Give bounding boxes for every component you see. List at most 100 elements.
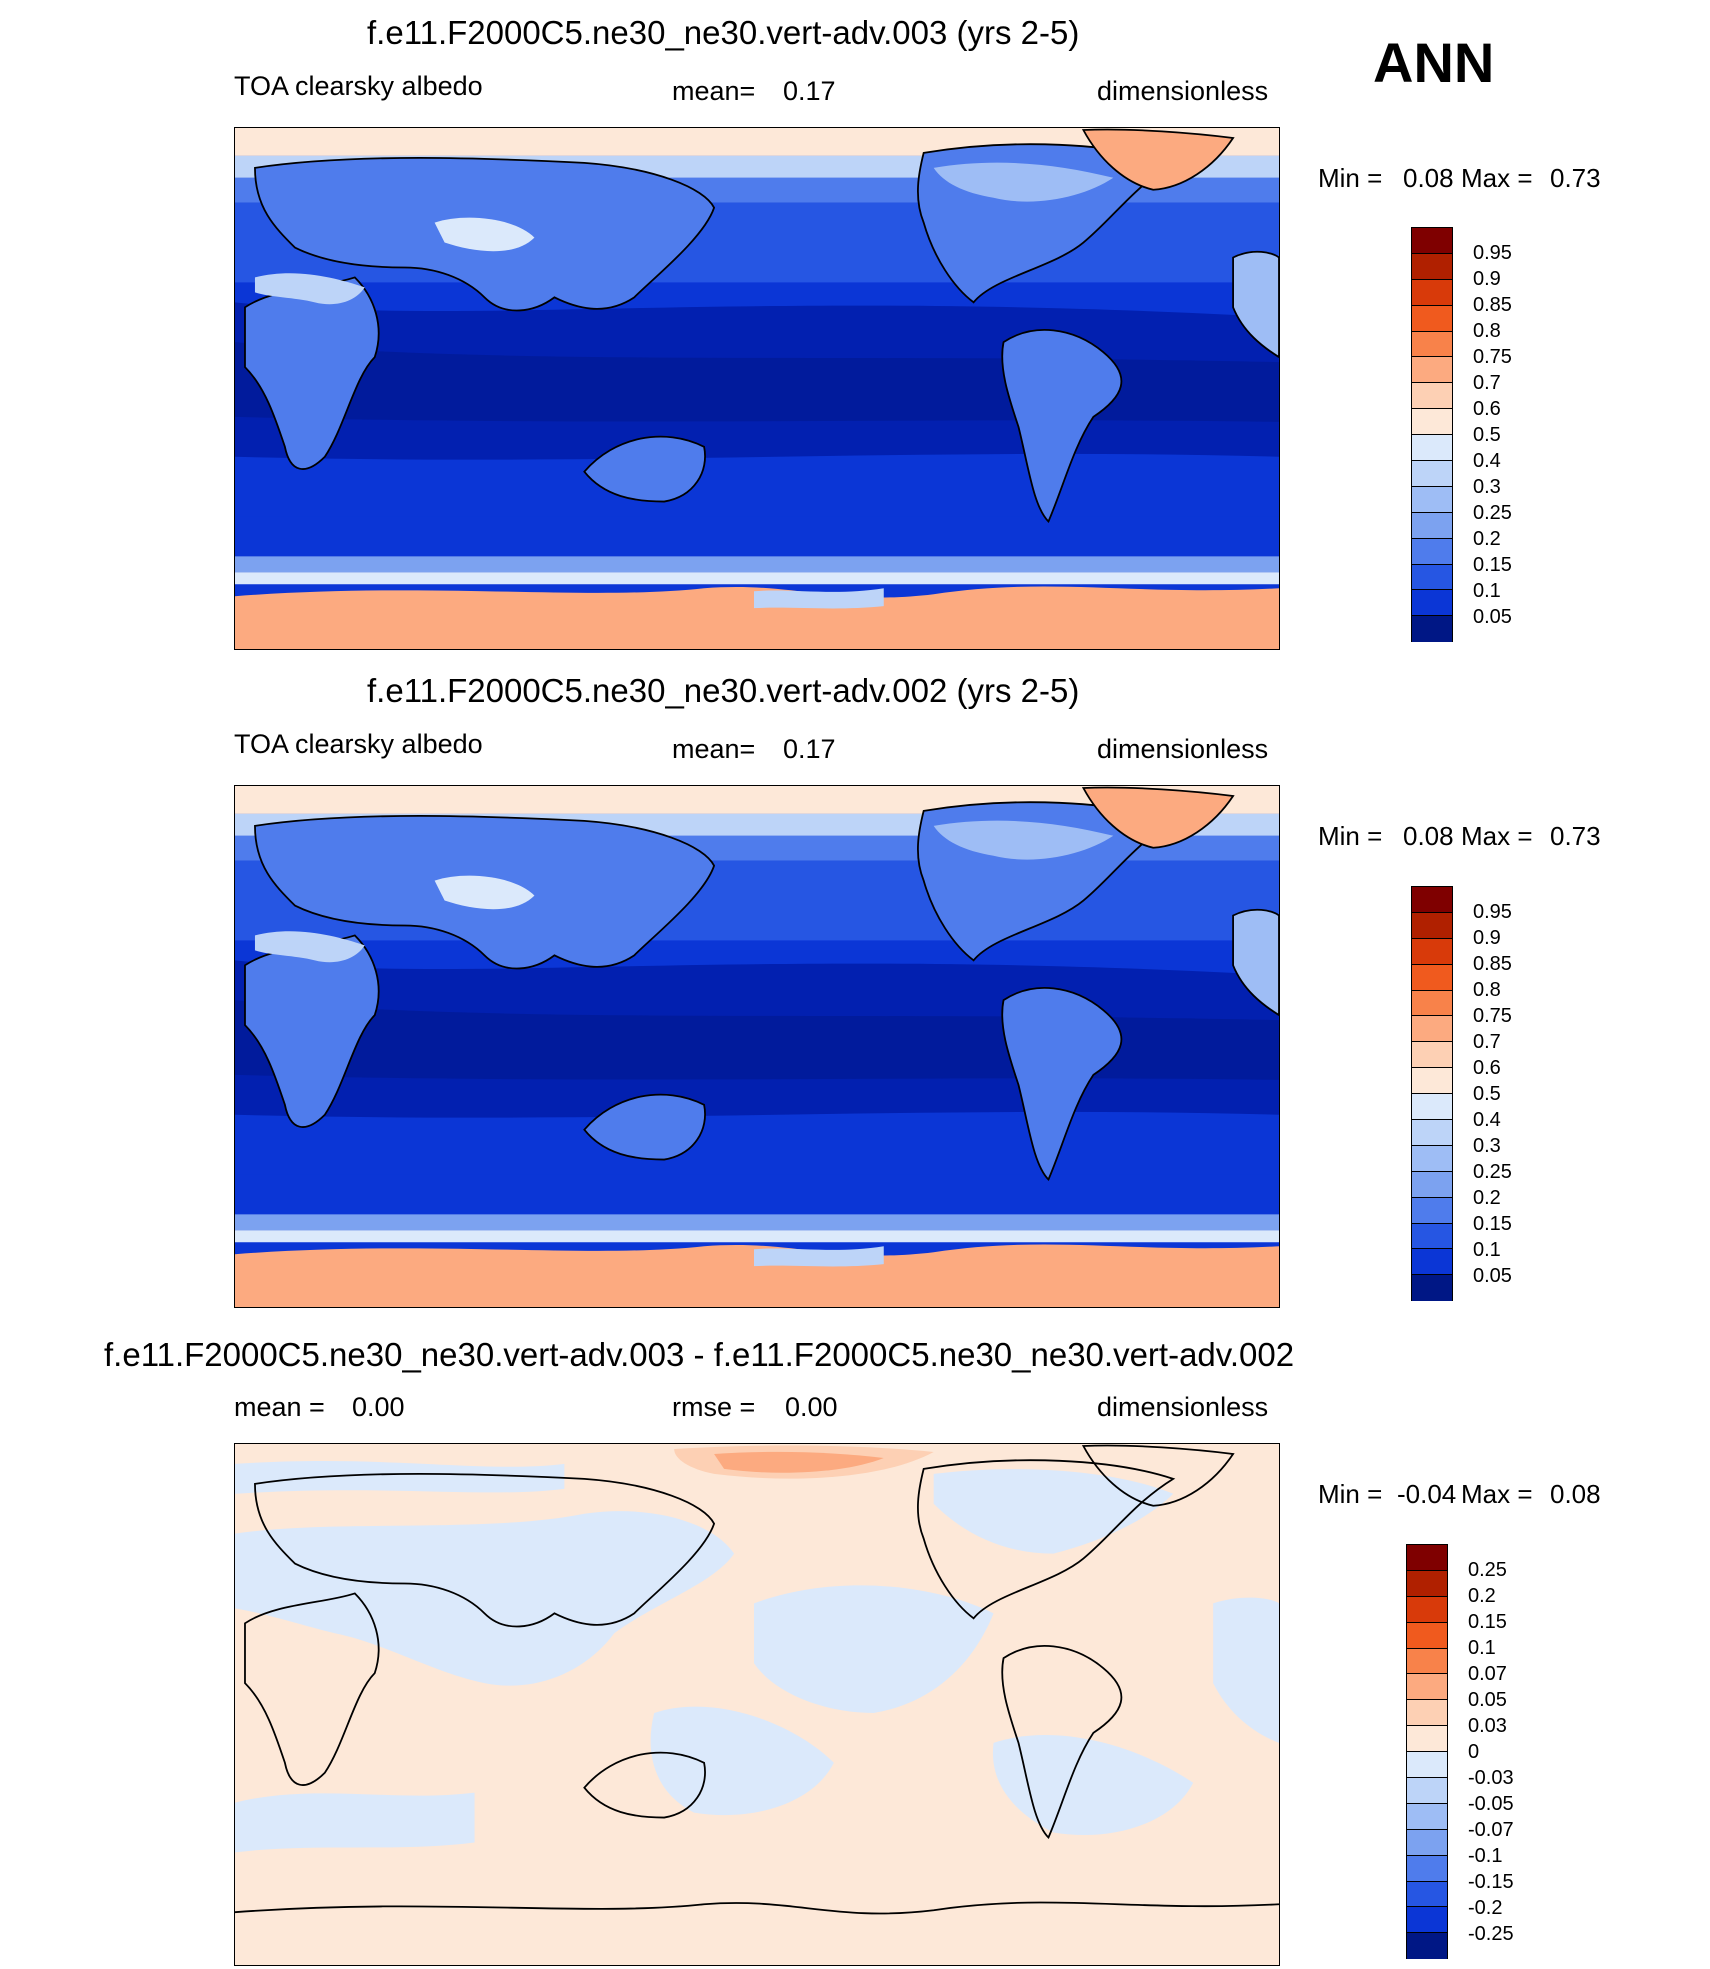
panel1-colorbar-swatch [1412,616,1452,643]
panel3-colorbar-swatch [1407,1778,1447,1804]
panel2-colorbar-swatch [1412,887,1452,913]
panel2-colorbar-tick: 0.9 [1473,927,1501,949]
panel2-map-svg [235,786,1279,1307]
panel2-colorbar-tick: 0.75 [1473,1005,1512,1027]
panel1-map-svg [235,128,1279,649]
panel3-max-value: 0.08 [1550,1479,1601,1509]
panel2-mean-value: 0.17 [783,734,836,764]
panel2-colorbar-tick: 0.85 [1473,953,1512,975]
panel2-min-value: 0.08 [1403,821,1454,851]
panel1-min-label: Min = [1318,163,1383,193]
panel3-colorbar-swatch [1407,1545,1447,1571]
panel2-mean-label: mean= [672,734,756,764]
panel3-colorbar-tick: 0 [1468,1741,1480,1763]
panel2-colorbar-swatch [1412,912,1452,939]
panel1-colorbar-swatch [1412,486,1452,513]
panel3-min-value: -0.04 [1397,1479,1457,1509]
panel3-colorbar-tick: 0.03 [1468,1715,1507,1737]
panel3-mean-value: 0.00 [352,1392,405,1422]
panel1-max-label: Max = [1461,163,1533,193]
panel3-colorbar-tick: 0.07 [1468,1663,1507,1685]
panel2-max-value: 0.73 [1550,821,1601,851]
panel2-map [234,785,1280,1308]
panel2-colorbar-tick: 0.15 [1473,1213,1512,1235]
panel1-colorbar-tick: 0.95 [1473,242,1512,264]
panel1-colorbar-tick: 0.2 [1473,528,1501,550]
panel1-max-value: 0.73 [1550,163,1601,193]
panel2-colorbar-swatch [1412,1120,1452,1146]
panel1-colorbar-tick: 0.05 [1473,606,1512,628]
panel3-colorbar-swatch [1407,1829,1447,1856]
panel3-colorbar-tick: -0.15 [1468,1871,1514,1893]
panel3-colorbar [1406,1544,1448,1960]
panel3-colorbar-swatch [1407,1881,1447,1908]
panel2-colorbar-swatch [1412,1068,1452,1095]
panel1-colorbar-swatch [1412,228,1452,254]
panel3-colorbar-tick: -0.03 [1468,1767,1514,1789]
panel1-colorbar-tick: 0.1 [1473,580,1501,602]
panel3-colorbar-swatch [1407,1674,1447,1701]
panel2-colorbar-swatch [1412,1249,1452,1276]
panel2-colorbar-swatch [1412,1223,1452,1250]
panel3-colorbar-swatch [1407,1570,1447,1597]
panel1-colorbar-tick: 0.25 [1473,502,1512,524]
panel2-colorbar-tick: 0.4 [1473,1109,1501,1131]
panel1-colorbar-tick: 0.4 [1473,450,1501,472]
panel2-units: dimensionless [1097,734,1269,764]
panel1-colorbar-tick: 0.75 [1473,346,1512,368]
panel1-colorbar-tick: 0.5 [1473,424,1501,446]
panel2-colorbar-tick: 0.2 [1473,1187,1501,1209]
panel2-colorbar-swatch [1412,964,1452,991]
panel3-colorbar-tick: -0.1 [1468,1845,1503,1867]
panel1-colorbar-swatch [1412,357,1452,384]
panel2-colorbar-swatch [1412,1094,1452,1121]
panel1-title: f.e11.F2000C5.ne30_ne30.vert-adv.003 (yr… [367,14,1080,51]
panel2-colorbar-tick: 0.1 [1473,1239,1501,1261]
panel1-colorbar-tick: 0.15 [1473,554,1512,576]
panel3-min-label: Min = [1318,1479,1383,1509]
panel2-colorbar-tick: 0.25 [1473,1161,1512,1183]
panel3-colorbar-tick: 0.1 [1468,1637,1496,1659]
panel2-colorbar-swatch [1412,1197,1452,1224]
panel2-colorbar-swatch [1412,990,1452,1017]
panel1-colorbar-tick: 0.7 [1473,372,1501,394]
panel1-variable-label: TOA clearsky albedo [234,71,483,101]
panel1-colorbar-swatch [1412,512,1452,539]
panel3-colorbar-tick: -0.07 [1468,1819,1514,1841]
panel1-colorbar-swatch [1412,305,1452,332]
panel1-colorbar-swatch [1412,538,1452,565]
panel2-colorbar-tick: 0.8 [1473,979,1501,1001]
panel2-min-label: Min = [1318,821,1383,851]
panel3-colorbar-tick: -0.25 [1468,1923,1514,1945]
panel1-mean-label: mean= [672,76,756,106]
panel2-colorbar-tick: 0.6 [1473,1057,1501,1079]
panel1-colorbar-swatch [1412,253,1452,280]
panel3-colorbar-tick: 0.2 [1468,1585,1496,1607]
panel3-colorbar-swatch [1407,1803,1447,1830]
panel1-mean-value: 0.17 [783,76,836,106]
panel3-colorbar-swatch [1407,1700,1447,1727]
panel3-colorbar-tick: -0.05 [1468,1793,1514,1815]
panel3-max-label: Max = [1461,1479,1533,1509]
panel3-mean-label: mean = [234,1392,325,1422]
panel3-colorbar-swatch [1407,1752,1447,1779]
panel2-variable-label: TOA clearsky albedo [234,729,483,759]
panel3-colorbar-swatch [1407,1933,1447,1960]
panel3-units: dimensionless [1097,1392,1269,1422]
panel2-colorbar-tick: 0.7 [1473,1031,1501,1053]
panel3-colorbar-swatch [1407,1855,1447,1882]
panel3-rmse-label: rmse = [672,1392,756,1422]
panel3-map-svg [235,1444,1279,1965]
panel3-title: f.e11.F2000C5.ne30_ne30.vert-adv.003 - f… [104,1336,1295,1373]
panel2-colorbar-swatch [1412,1016,1452,1043]
panel1-colorbar-tick: 0.6 [1473,398,1501,420]
panel1-colorbar-swatch [1412,435,1452,462]
panel3-colorbar-tick: -0.2 [1468,1897,1503,1919]
panel1-units: dimensionless [1097,76,1269,106]
panel3-colorbar-swatch [1407,1907,1447,1934]
season-label: ANN [1373,31,1495,94]
panel2-colorbar-tick: 0.3 [1473,1135,1501,1157]
panel3-map [234,1443,1280,1966]
panel2-colorbar-swatch [1412,1145,1452,1172]
panel1-colorbar-tick: 0.9 [1473,268,1501,290]
